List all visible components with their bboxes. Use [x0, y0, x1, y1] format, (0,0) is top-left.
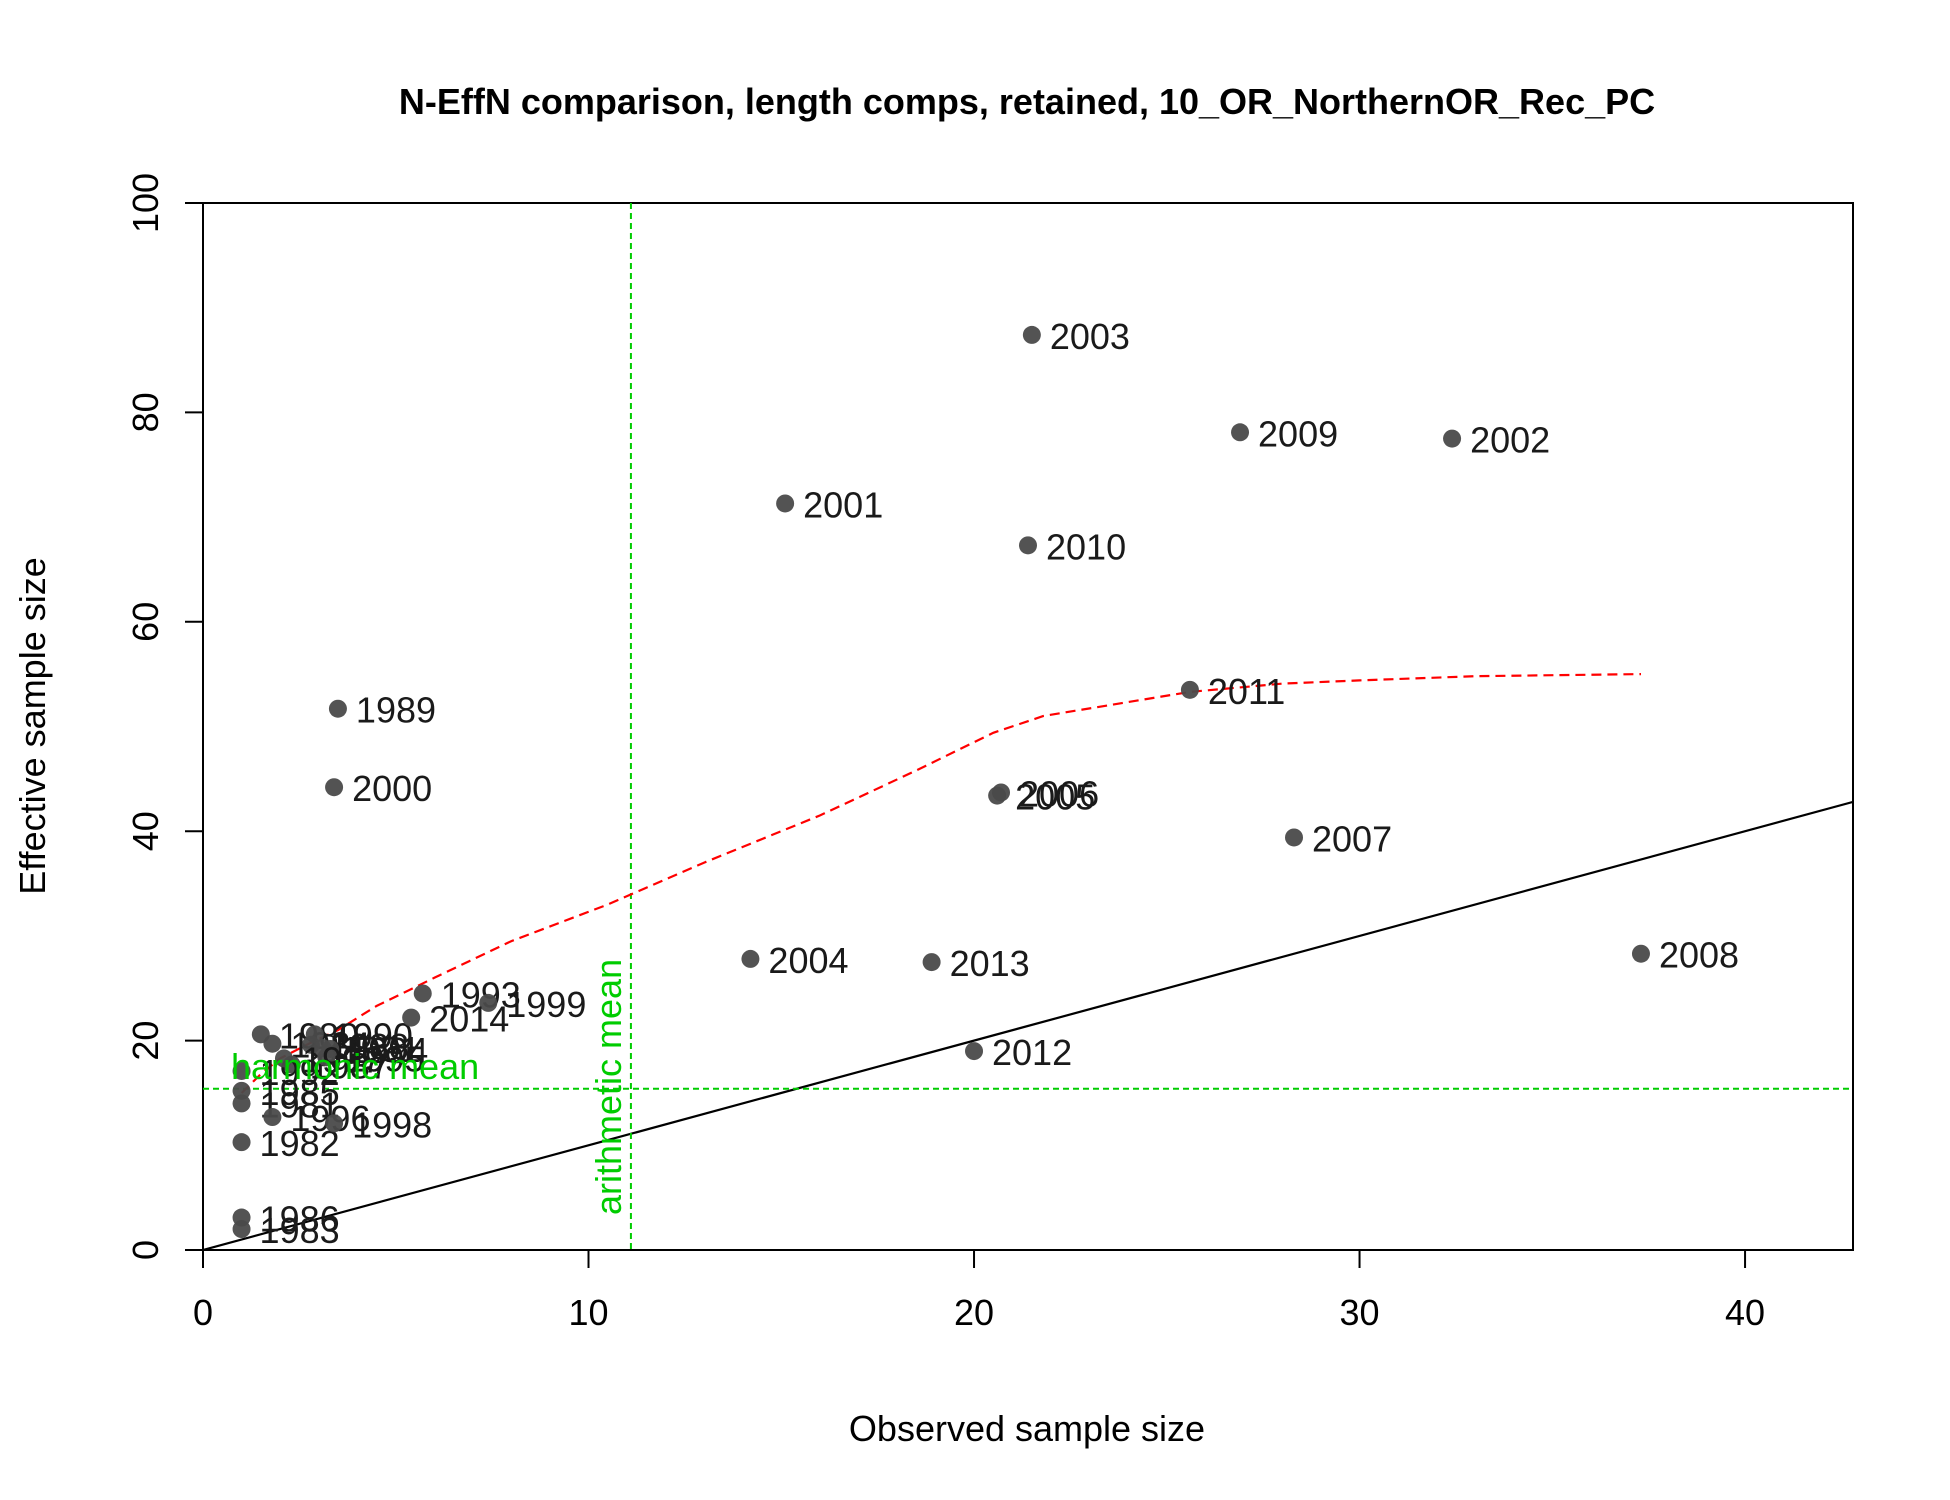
data-point-label: 1998 — [352, 1104, 432, 1145]
data-point-label: 2005 — [1015, 777, 1095, 818]
x-axis: 0 10 20 30 40 — [193, 1249, 1765, 1333]
data-point — [263, 1108, 282, 1127]
data-point-label: 2006 — [1019, 773, 1099, 814]
x-tick-label: 0 — [193, 1292, 213, 1333]
data-point-label: 1985 — [260, 1072, 340, 1113]
data-point — [232, 1061, 251, 1080]
x-tick-label: 20 — [954, 1292, 994, 1333]
data-point — [232, 1081, 251, 1100]
y-axis: 0 20 40 60 80 100 — [125, 173, 204, 1260]
data-point-label: 2002 — [1470, 420, 1550, 461]
y-axis-title: Effective sample size — [12, 557, 53, 894]
data-point — [328, 699, 347, 718]
data-point — [1231, 423, 1250, 442]
data-point-label: 2010 — [1046, 526, 1126, 567]
data-point-label: 1991 — [341, 1029, 421, 1070]
data-point-label: 1993 — [441, 974, 521, 1015]
data-point-label: 1986 — [260, 1199, 340, 1240]
data-point — [992, 783, 1011, 802]
data-point — [1631, 944, 1650, 963]
data-point — [1019, 536, 1037, 555]
data-point-label: 2012 — [992, 1032, 1072, 1073]
data-point-label: 2008 — [1659, 935, 1739, 976]
chart-title: N-EffN comparison, length comps, retaine… — [399, 81, 1655, 122]
data-point-label: 2000 — [352, 768, 432, 809]
data-point-label: 2007 — [1312, 818, 1392, 859]
data-point-label: 2009 — [1258, 413, 1338, 454]
data-point — [325, 1114, 344, 1133]
data-point — [741, 949, 760, 968]
data-point — [413, 984, 432, 1003]
y-tick-label: 60 — [125, 602, 166, 642]
data-point — [232, 1208, 251, 1227]
data-point — [1443, 429, 1462, 448]
data-point — [232, 1133, 251, 1152]
data-point — [479, 993, 498, 1012]
plot-layer: 1980198119821983198419851986198719881989… — [203, 203, 1853, 1251]
data-point — [965, 1042, 984, 1061]
y-tick-label: 80 — [125, 392, 166, 432]
data-point — [274, 1049, 293, 1068]
data-point-label: 1988 — [329, 1026, 409, 1067]
x-tick-label: 10 — [568, 1292, 608, 1333]
data-point — [1285, 828, 1304, 847]
data-point-label: 2004 — [768, 940, 848, 981]
data-point-label: 1995 — [344, 1038, 424, 1079]
data-point — [1180, 680, 1199, 699]
harmonic-mean-label: harmonic mean — [231, 1046, 479, 1087]
data-point — [325, 778, 344, 797]
data-point — [305, 1025, 324, 1044]
data-point-label: 1990 — [333, 1015, 413, 1056]
data-point — [776, 494, 795, 513]
y-tick-label: 100 — [125, 173, 166, 233]
y-tick-label: 40 — [125, 811, 166, 851]
data-point-label: 2014 — [429, 999, 509, 1040]
data-point — [1022, 325, 1041, 344]
data-point-label: 1982 — [260, 1123, 340, 1164]
y-tick-label: 0 — [125, 1240, 166, 1260]
x-tick-label: 40 — [1725, 1292, 1765, 1333]
data-point-label: 1983 — [260, 1210, 340, 1251]
identity-line — [203, 800, 1853, 1250]
y-tick-label: 20 — [125, 1021, 166, 1061]
plot-frame — [202, 202, 1854, 1251]
data-point-label: 2011 — [1208, 671, 1285, 712]
x-tick-label: 30 — [1340, 1292, 1380, 1333]
data-point-label: 1994 — [348, 1030, 428, 1071]
data-point — [263, 1034, 282, 1053]
data-point — [402, 1008, 421, 1027]
data-point-label: 1999 — [506, 984, 586, 1025]
data-point-label: 1997 — [302, 1039, 382, 1080]
data-point-label: 2013 — [950, 943, 1030, 984]
data-point-label: 2001 — [803, 484, 883, 525]
data-point — [922, 953, 941, 972]
x-axis-title: Observed sample size — [849, 1408, 1205, 1449]
data-point — [232, 1094, 251, 1113]
data-point-label: 1989 — [356, 690, 436, 731]
data-point-label: 2003 — [1050, 316, 1130, 357]
arithmetic-mean-label: arithmetic mean — [588, 959, 629, 1215]
data-point — [317, 1048, 336, 1067]
